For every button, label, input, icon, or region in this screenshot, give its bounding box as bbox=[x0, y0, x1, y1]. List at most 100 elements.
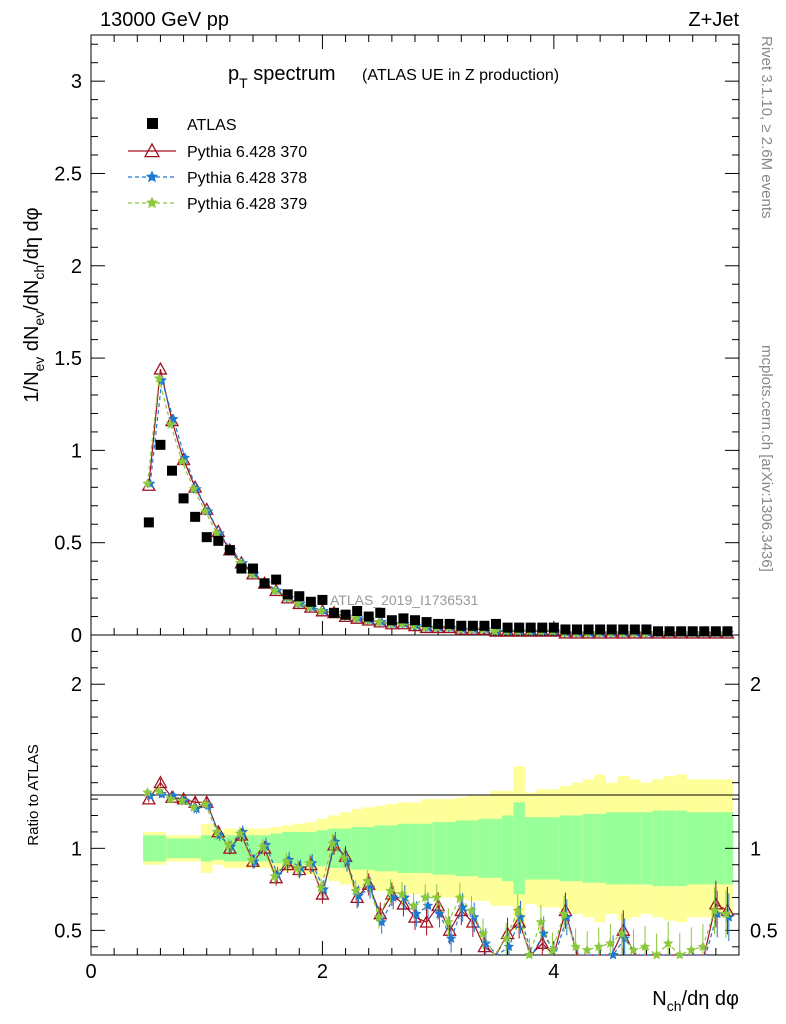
data-point bbox=[722, 626, 733, 637]
series-point bbox=[165, 418, 177, 430]
ratio-y-tick-label: 1 bbox=[71, 838, 82, 860]
legend-marker bbox=[143, 142, 161, 158]
data-point bbox=[606, 624, 617, 635]
band-green bbox=[524, 817, 537, 880]
data-point bbox=[340, 609, 351, 620]
data-point bbox=[525, 622, 536, 633]
band-green bbox=[281, 831, 294, 865]
data-point bbox=[491, 618, 501, 629]
legend-label: ATLAS bbox=[187, 117, 237, 134]
title-sub: T bbox=[239, 75, 248, 91]
ratio-point bbox=[153, 785, 165, 796]
data-point bbox=[398, 613, 409, 624]
ratio-point bbox=[304, 857, 315, 868]
data-point bbox=[444, 618, 455, 629]
ratio-y-tick-label-right: 2 bbox=[750, 674, 761, 696]
series-point bbox=[188, 483, 200, 494]
data-point bbox=[282, 589, 293, 600]
band-green bbox=[270, 833, 282, 864]
data-point bbox=[514, 622, 525, 633]
band-green bbox=[501, 815, 514, 882]
band-green bbox=[443, 822, 456, 875]
ratio-point bbox=[523, 949, 535, 960]
ratio-point bbox=[396, 896, 411, 910]
header-left: 13000 GeV pp bbox=[100, 9, 229, 31]
band-green bbox=[467, 820, 479, 877]
legend-label: Pythia 6.428 370 bbox=[187, 144, 307, 161]
data-point bbox=[329, 607, 339, 618]
data-point bbox=[433, 618, 444, 629]
series-point bbox=[315, 605, 327, 616]
x-tick-label: 4 bbox=[548, 961, 559, 983]
band-green bbox=[513, 802, 525, 895]
band-green bbox=[652, 810, 664, 887]
plot-title: pT spectrum bbox=[228, 63, 336, 91]
band-green bbox=[351, 827, 363, 870]
band-green bbox=[420, 823, 433, 873]
ratio-point bbox=[535, 916, 547, 927]
data-point bbox=[467, 620, 478, 631]
band-green bbox=[189, 838, 201, 859]
band-green bbox=[235, 835, 248, 862]
ratio-point bbox=[685, 944, 697, 955]
data-point bbox=[213, 535, 224, 546]
band-green bbox=[143, 835, 155, 862]
band-green bbox=[397, 823, 410, 873]
title-rest: spectrum bbox=[248, 63, 336, 85]
data-point bbox=[572, 624, 582, 635]
legend-label: Pythia 6.428 378 bbox=[187, 170, 307, 187]
band-green bbox=[559, 815, 572, 882]
band-green bbox=[536, 817, 549, 880]
analysis-watermark: ATLAS_2019_I1736531 bbox=[330, 592, 479, 608]
band-green bbox=[710, 812, 722, 885]
ratio-point bbox=[315, 882, 327, 893]
ratio-point bbox=[385, 885, 396, 896]
ratio-point bbox=[662, 937, 674, 949]
series-point bbox=[489, 625, 501, 636]
band-green bbox=[374, 825, 387, 872]
band-green bbox=[154, 835, 167, 862]
data-marks bbox=[141, 361, 735, 960]
data-point bbox=[421, 617, 432, 628]
series-point bbox=[350, 612, 362, 623]
ratio-point bbox=[697, 941, 709, 952]
band-green bbox=[675, 810, 687, 887]
band-green bbox=[686, 812, 699, 885]
data-point bbox=[456, 620, 467, 631]
ratio-point bbox=[246, 854, 258, 865]
ratio-point bbox=[257, 841, 269, 852]
legend-marker bbox=[147, 118, 158, 129]
series-point bbox=[269, 585, 281, 596]
band-green bbox=[629, 812, 641, 885]
ratio-point bbox=[199, 798, 211, 809]
ratio-point bbox=[142, 786, 153, 798]
data-point bbox=[502, 622, 513, 633]
ratio-point bbox=[327, 837, 339, 849]
band-green bbox=[362, 827, 375, 870]
ratio-point bbox=[720, 908, 732, 919]
ratio-point bbox=[373, 911, 385, 922]
mcplots-label: mcplots.cern.ch [arXiv:1306.3436] bbox=[758, 345, 775, 572]
y-tick-label: 0.5 bbox=[54, 533, 82, 555]
ratio-point bbox=[547, 944, 558, 955]
y-axis-label-bottom: Ratio to ATLAS bbox=[25, 744, 42, 845]
ratio-point bbox=[512, 905, 524, 916]
ratio-point bbox=[361, 875, 373, 886]
data-point bbox=[710, 626, 721, 637]
ratio-point bbox=[176, 795, 188, 806]
data-point bbox=[248, 563, 258, 574]
band-green bbox=[617, 812, 630, 885]
x-tick-label: 0 bbox=[85, 961, 96, 983]
band-green bbox=[386, 825, 398, 872]
series-point bbox=[292, 597, 304, 609]
header-right: Z+Jet bbox=[688, 9, 739, 31]
band-green bbox=[305, 831, 317, 865]
ratio-point bbox=[408, 900, 420, 911]
ratio-y-tick-label-right: 1 bbox=[750, 838, 761, 860]
ratio-point bbox=[350, 885, 362, 896]
data-point bbox=[224, 545, 235, 556]
ratio-point bbox=[558, 908, 570, 919]
ratio-point bbox=[223, 839, 234, 850]
data-point bbox=[548, 622, 559, 633]
ratio-point bbox=[628, 944, 639, 955]
